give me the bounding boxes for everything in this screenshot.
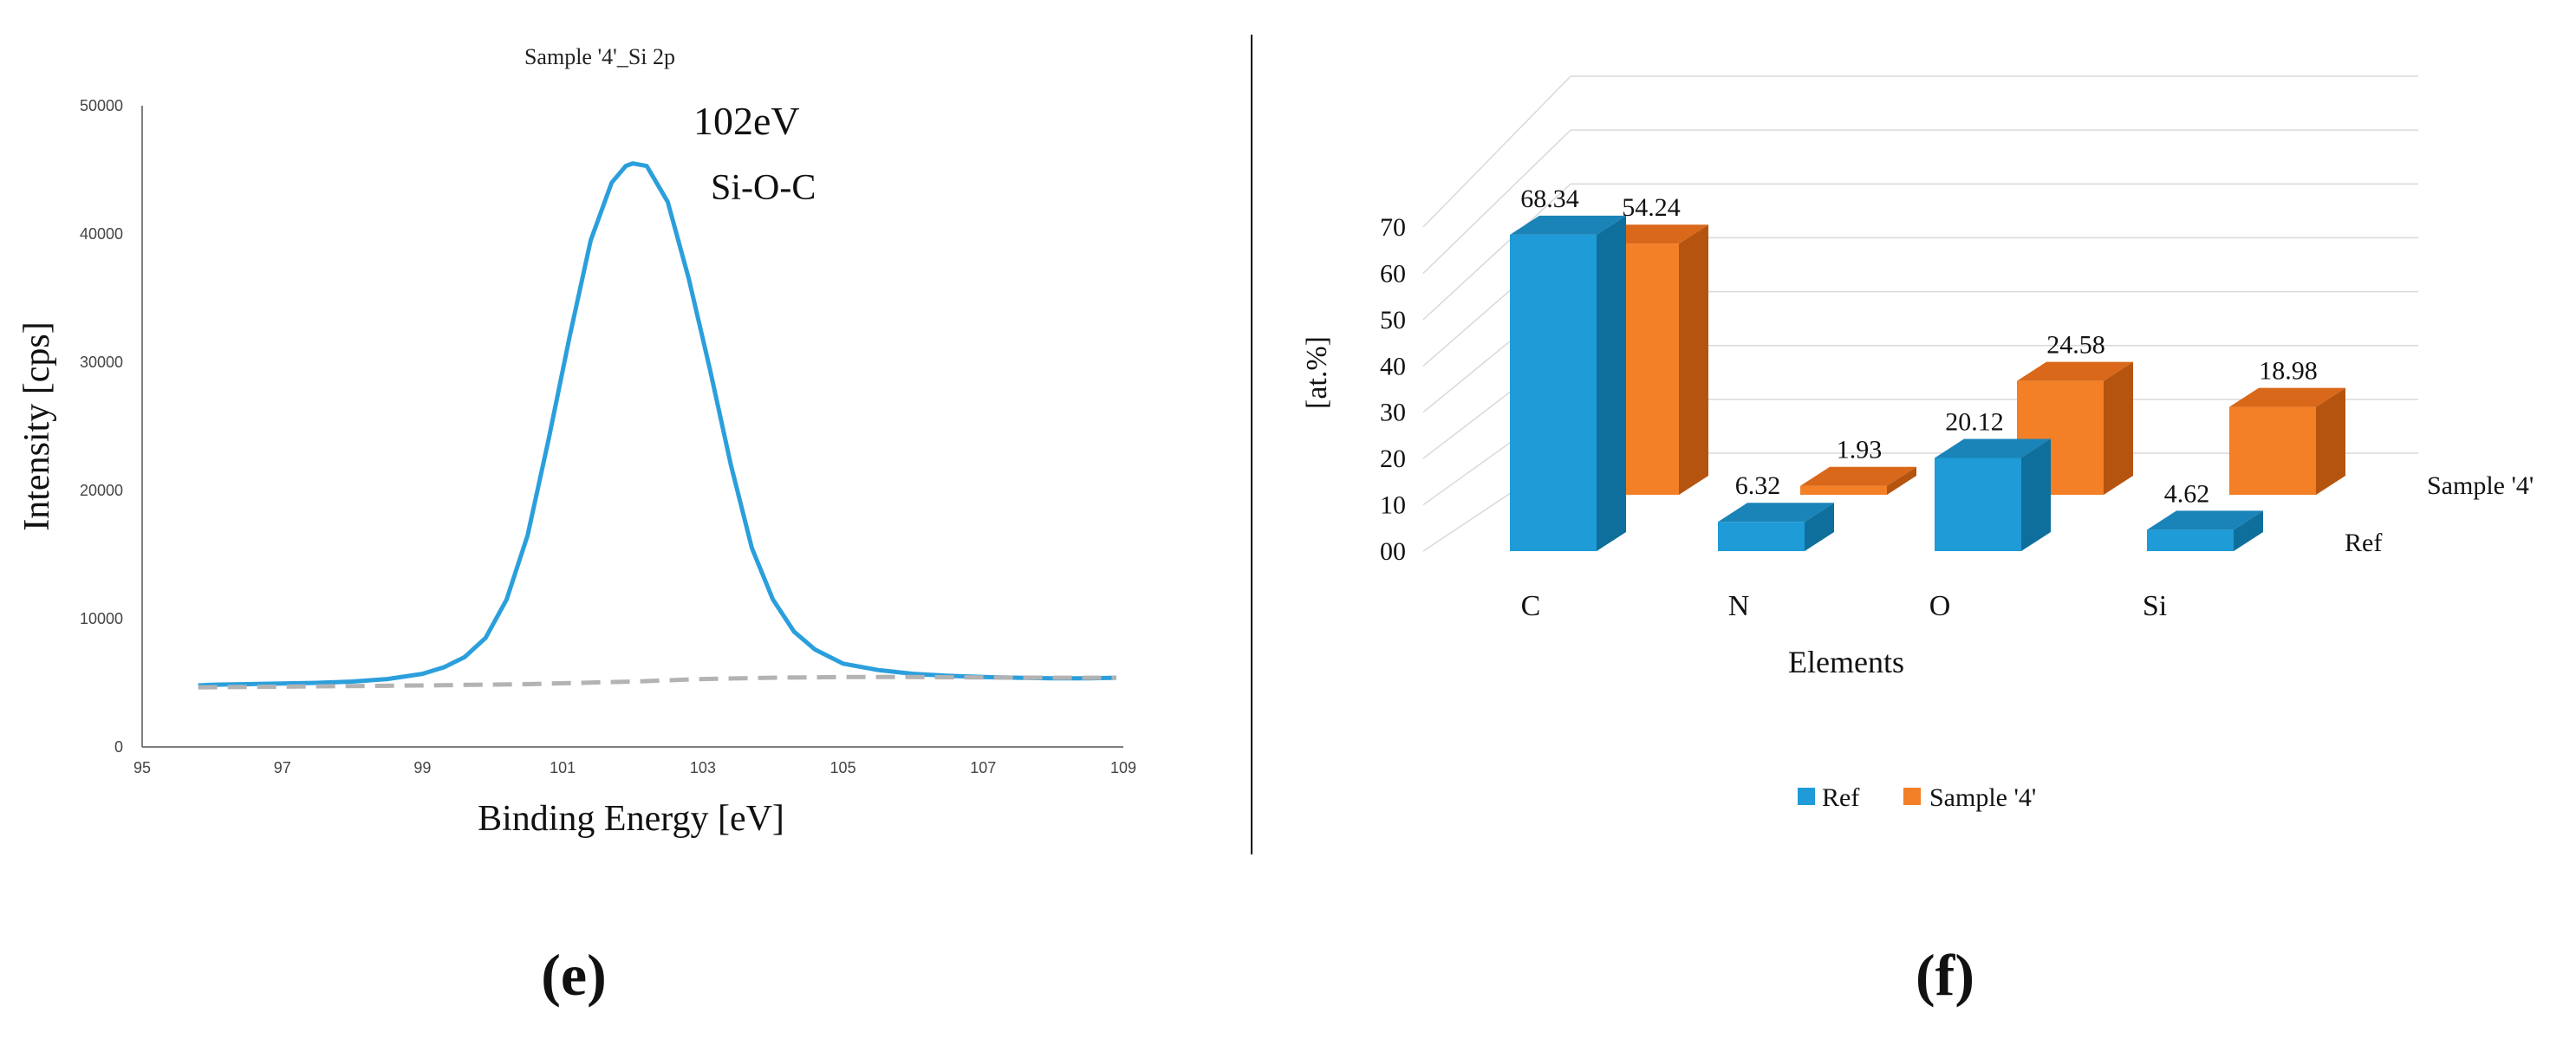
- bar-sample4-N: [1800, 466, 1916, 495]
- data-label-ref: 68.34: [1520, 185, 1579, 213]
- y-tick-label: 40000: [80, 225, 123, 243]
- y-tick-label: 20000: [80, 482, 123, 499]
- gridline-side: [1422, 183, 1571, 321]
- bar-top: [1935, 438, 2051, 458]
- panel-e-label: (e): [541, 942, 606, 1008]
- y-tick-label: 40: [1380, 352, 1406, 380]
- category-label: Si: [2143, 590, 2167, 622]
- bar-front: [1510, 234, 1597, 551]
- y-tick-label: 30: [1380, 399, 1406, 427]
- spectrum-line: [198, 161, 1116, 688]
- data-label-ref: 6.32: [1735, 471, 1781, 500]
- category-label: O: [1929, 590, 1951, 622]
- y-tick-label: 50000: [80, 97, 123, 114]
- y-tick-label: 70: [1380, 213, 1406, 242]
- category-labels: C N O Si: [1521, 590, 2168, 622]
- bar-side: [2104, 361, 2133, 495]
- peak-annotation-energy: 102eV: [693, 99, 800, 143]
- legend: Ref Sample '4': [1798, 783, 2036, 812]
- bar-sample4-O: [2017, 361, 2133, 495]
- y-tick-label: 20: [1380, 445, 1406, 473]
- category-label: C: [1521, 590, 1541, 622]
- bar-side: [2316, 387, 2345, 495]
- y-tick-labels: 0 10000 20000 30000 40000 50000: [80, 97, 123, 756]
- panel-f-label: (f): [1916, 942, 1974, 1008]
- panel-f-3d-bar-chart: 00 10 20 30 40 50 60 70 54.24 1.93 24.58 18.98 68.3…: [1301, 75, 2534, 812]
- legend-label-sample: Sample '4': [1929, 783, 2036, 812]
- bar-side: [1679, 224, 1708, 495]
- x-tick-label: 109: [1110, 759, 1136, 776]
- bar-side: [2021, 438, 2051, 551]
- y-tick-label: 50: [1380, 306, 1406, 334]
- bar-top: [1800, 466, 1916, 486]
- line-series-group: [198, 161, 1116, 690]
- peak-annotation-bond: Si-O-C: [711, 168, 816, 208]
- x-tick-label: 107: [970, 759, 996, 776]
- x-tick-label: 103: [690, 759, 716, 776]
- y-tick-label: 0: [114, 738, 123, 756]
- y-axis-label: Intensity [cps]: [17, 321, 57, 530]
- x-tick-label: 97: [274, 759, 291, 776]
- bar-front: [1935, 458, 2021, 551]
- gridline-side: [1422, 75, 1571, 228]
- x-tick-label: 99: [413, 759, 431, 776]
- bar-side: [2234, 510, 2263, 551]
- y-tick-labels: 00 10 20 30 40 50 60 70: [1380, 213, 1406, 566]
- bar-top: [1718, 503, 1834, 523]
- line-chart-title: Sample '4'_Si 2p: [524, 44, 675, 69]
- bar-side: [1805, 503, 1834, 551]
- legend-swatch-ref: [1798, 788, 1815, 805]
- x-tick-label: 101: [550, 759, 576, 776]
- bar-front: [2147, 529, 2234, 551]
- depth-label-sample: Sample '4': [2427, 471, 2534, 500]
- y-tick-label: 10: [1380, 491, 1406, 520]
- bar-ref-N: [1718, 503, 1834, 551]
- x-axis-label: Elements: [1788, 645, 1904, 679]
- data-label-ref: 4.62: [2164, 479, 2210, 508]
- category-label: N: [1728, 590, 1750, 622]
- panel-e-line-chart: Sample '4'_Si 2p 0 10000 20000 30000 40000 50…: [17, 44, 1136, 839]
- bar-front: [1718, 522, 1805, 551]
- x-axis-label: Binding Energy [eV]: [478, 799, 784, 839]
- bar-side: [1597, 215, 1626, 551]
- y-tick-label: 60: [1380, 259, 1406, 288]
- data-label-sample4: 54.24: [1622, 193, 1681, 222]
- depth-label-ref: Ref: [2345, 529, 2382, 557]
- bar-ref-C: [1510, 215, 1626, 551]
- x-tick-label: 95: [133, 759, 151, 776]
- y-axis-label: [at.%]: [1301, 336, 1333, 409]
- bar-top: [2147, 510, 2263, 530]
- legend-label-ref: Ref: [1822, 783, 1859, 812]
- background-line: [198, 674, 1116, 690]
- x-tick-labels: 95 97 99 101 103 105 107 109: [133, 759, 1136, 776]
- data-label-sample4: 18.98: [2259, 357, 2318, 386]
- bar-top: [2229, 387, 2345, 407]
- x-tick-label: 105: [830, 759, 856, 776]
- bar-group: 54.24 1.93 24.58 18.98 68.34 6.32 20.12 4.62: [1510, 185, 2345, 551]
- y-tick-label: 30000: [80, 354, 123, 371]
- y-tick-label: 00: [1380, 537, 1406, 566]
- bar-ref-O: [1935, 438, 2051, 551]
- legend-swatch-sample: [1903, 788, 1921, 805]
- data-label-sample4: 24.58: [2046, 331, 2105, 360]
- data-label-ref: 20.12: [1945, 408, 2004, 437]
- bar-ref-Si: [2147, 510, 2263, 551]
- bar-front: [2229, 406, 2316, 495]
- data-label-sample4: 1.93: [1837, 436, 1883, 464]
- bar-side: [1887, 466, 1916, 495]
- bar-sample4-Si: [2229, 387, 2345, 495]
- gridline-side: [1422, 129, 1571, 274]
- y-tick-label: 10000: [80, 610, 123, 627]
- bar-top: [1510, 215, 1626, 235]
- bar-front: [1800, 485, 1887, 495]
- bar-top: [2017, 361, 2133, 381]
